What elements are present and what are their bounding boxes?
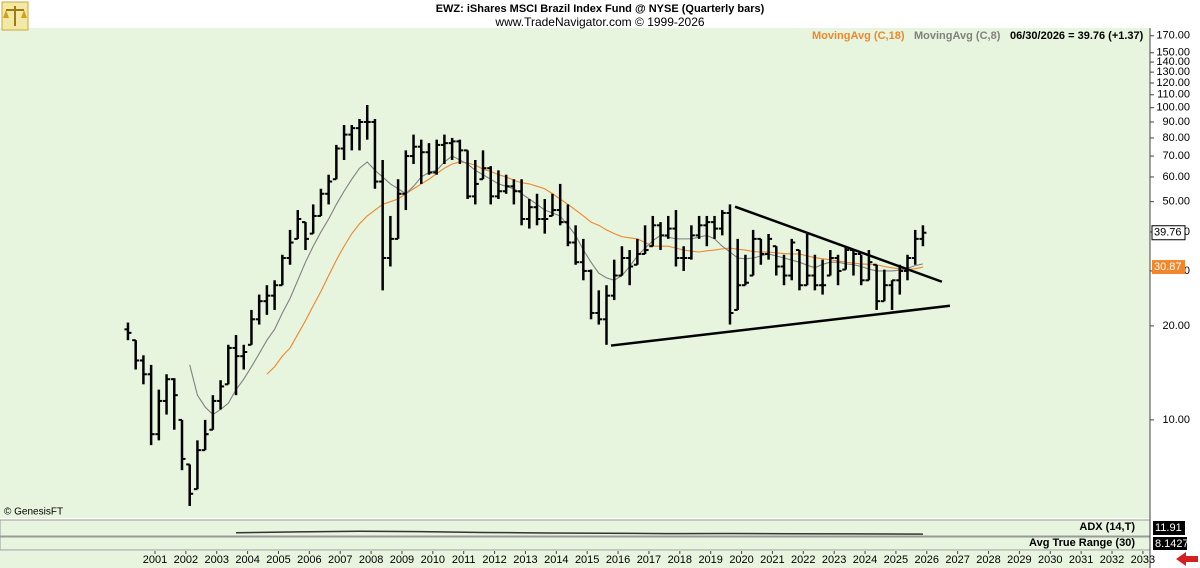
x-tick-label: 2030 xyxy=(1038,554,1062,566)
moving-average-line xyxy=(189,155,924,416)
legend-entry: MovingAvg (C,18) xyxy=(812,30,905,42)
x-tick-label: 2029 xyxy=(1007,554,1031,566)
x-tick-label: 2003 xyxy=(204,554,228,566)
x-tick-label: 2007 xyxy=(328,554,352,566)
x-tick-label: 2012 xyxy=(482,554,506,566)
x-tick-label: 2028 xyxy=(976,554,1000,566)
x-tick-label: 2008 xyxy=(359,554,383,566)
x-tick-label: 2031 xyxy=(1069,554,1093,566)
price-tag xyxy=(1151,225,1186,241)
y-tick-label: 100.00 xyxy=(1156,102,1190,114)
legend-entry: MovingAvg (C,8) xyxy=(914,30,1001,42)
indicator-tag xyxy=(1153,521,1185,535)
credit: © GenesisFT xyxy=(4,507,63,518)
x-tick-label: 2025 xyxy=(884,554,908,566)
y-tick-label: 50.00 xyxy=(1162,196,1190,208)
x-tick-label: 2022 xyxy=(791,554,815,566)
indicator-value: 8.1427 xyxy=(1155,538,1189,550)
moving-average-line xyxy=(266,161,924,375)
indicator-label: Avg True Range (30) xyxy=(1029,537,1135,549)
x-tick-label: 2001 xyxy=(143,554,167,566)
y-tick-label: 140.00 xyxy=(1156,56,1190,68)
indicator-label: ADX (14,T) xyxy=(1079,521,1135,533)
trendline xyxy=(734,205,943,283)
logo xyxy=(1,1,29,31)
x-tick-label: 2021 xyxy=(760,554,784,566)
last-quote: 06/30/2026 = 39.76 (+1.37) xyxy=(1010,30,1144,42)
x-tick-label: 2018 xyxy=(668,554,692,566)
x-tick-label: 2004 xyxy=(235,554,259,566)
y-tick-label: 20.00 xyxy=(1162,320,1190,332)
y-tick-label: 80.00 xyxy=(1162,132,1190,144)
ma-tag-label: 30.87 xyxy=(1154,261,1182,273)
trendline xyxy=(610,304,951,347)
x-tick-label: 2027 xyxy=(945,554,969,566)
y-tick-label: 150.00 xyxy=(1156,47,1190,59)
scroll-arrow[interactable] xyxy=(1176,552,1198,566)
x-tick-label: 2009 xyxy=(390,554,414,566)
x-tick-label: 2006 xyxy=(297,554,321,566)
x-axis-band xyxy=(0,551,1150,568)
x-tick-label: 2016 xyxy=(606,554,630,566)
x-tick-label: 2019 xyxy=(698,554,722,566)
x-tick-label: 2002 xyxy=(174,554,198,566)
price-tag-label: 39.76 xyxy=(1154,227,1182,239)
x-tick-label: 2032 xyxy=(1100,554,1124,566)
y-tick-label: 10.00 xyxy=(1162,414,1190,426)
x-tick-label: 2024 xyxy=(853,554,877,566)
price-bars xyxy=(124,105,927,506)
x-tick-label: 2015 xyxy=(575,554,599,566)
adx-line xyxy=(236,530,923,535)
plot-area xyxy=(0,28,1150,518)
x-tick-label: 2010 xyxy=(421,554,445,566)
x-tick-label: 2011 xyxy=(452,554,476,566)
x-tick-label: 2005 xyxy=(266,554,290,566)
y-tick-label: 120.00 xyxy=(1156,77,1190,89)
y-tick-label: 130.00 xyxy=(1156,66,1190,78)
ma-tag xyxy=(1152,260,1185,275)
x-tick-label: 2023 xyxy=(822,554,846,566)
indicator-tag xyxy=(1153,537,1187,550)
x-tick-label: 2014 xyxy=(544,554,568,566)
x-tick-label: 2013 xyxy=(513,554,537,566)
atr-panel xyxy=(0,536,1151,551)
x-tick-label: 2026 xyxy=(915,554,939,566)
x-tick-label: 2017 xyxy=(637,554,661,566)
x-tick-label: 2033 xyxy=(1131,554,1155,566)
chart-title: EWZ: iShares MSCI Brazil Index Fund @ NY… xyxy=(436,3,765,15)
y-tick-label: 90.00 xyxy=(1162,116,1190,128)
chart-subtitle: www.TradeNavigator.com © 1999-2026 xyxy=(494,15,704,29)
y-tick-label: 110.00 xyxy=(1157,89,1190,101)
indicator-value: 11.91 xyxy=(1155,522,1182,534)
x-tick-label: 2020 xyxy=(729,554,753,566)
y-tick-label: 170.00 xyxy=(1156,30,1190,42)
y-tick-label: 70.00 xyxy=(1162,150,1190,162)
y-tick-label: 60.00 xyxy=(1162,171,1190,183)
